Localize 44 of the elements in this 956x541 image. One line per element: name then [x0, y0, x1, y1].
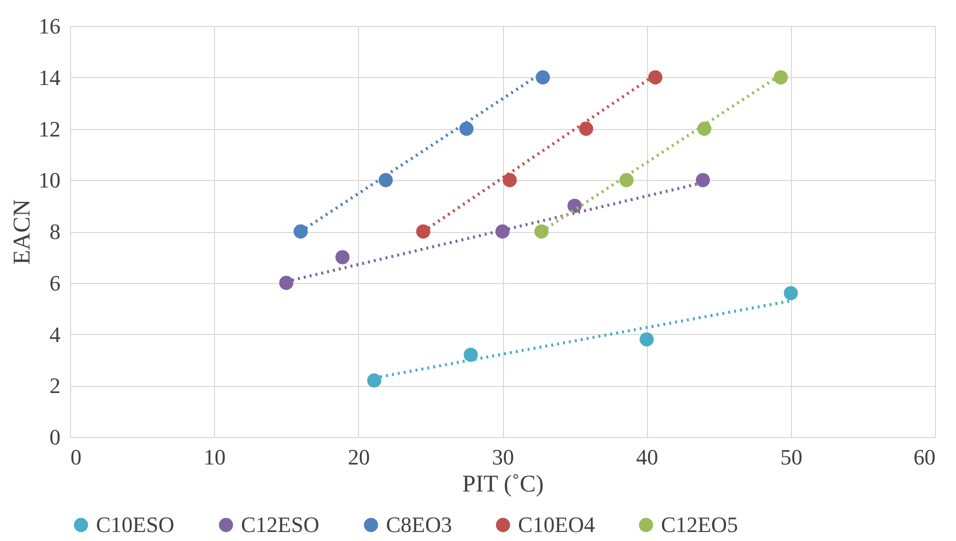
- y-tick-label: 0: [50, 424, 60, 450]
- point: [464, 348, 478, 362]
- legend-label: C10EO4: [518, 512, 595, 537]
- point: [579, 122, 594, 136]
- y-tick-label: 10: [38, 168, 60, 193]
- legend-label: C10ESO: [96, 512, 174, 537]
- y-tick-label: 6: [50, 270, 60, 296]
- point: [502, 173, 517, 188]
- point: [294, 224, 308, 239]
- point: [619, 173, 634, 188]
- point: [495, 224, 510, 239]
- x-tick-label: 0: [70, 444, 82, 470]
- point: [335, 250, 350, 264]
- point: [697, 122, 712, 136]
- point: [378, 173, 393, 188]
- x-tick-label: 40: [636, 444, 658, 470]
- point: [696, 173, 710, 188]
- point: [367, 373, 382, 388]
- point: [568, 198, 582, 213]
- x-axis-title: PIT (˚C): [462, 472, 544, 498]
- point: [648, 70, 662, 84]
- legend-label: C12EO5: [661, 512, 738, 537]
- point: [279, 276, 294, 290]
- point: [459, 122, 474, 136]
- x-tick-label: 30: [492, 444, 514, 470]
- y-axis-title: EACN: [10, 199, 36, 265]
- point: [774, 70, 788, 84]
- point: [536, 70, 550, 84]
- y-tick-label: 12: [38, 116, 60, 142]
- x-tick-label: 10: [204, 444, 226, 470]
- y-tick-label: 2: [50, 373, 60, 398]
- x-tick-label: 20: [348, 444, 370, 470]
- y-tick-label: 14: [38, 64, 60, 90]
- point: [534, 224, 548, 239]
- x-tick-label: 60: [914, 444, 936, 470]
- point: [416, 224, 430, 239]
- point: [640, 332, 654, 346]
- legend-label: C12ESO: [241, 512, 320, 537]
- y-tick-label: 16: [38, 14, 60, 38]
- y-tick-label: 4: [50, 322, 60, 347]
- y-tick-label: 8: [50, 219, 60, 244]
- x-tick-label: 50: [780, 444, 802, 470]
- legend-label: C8EO3: [386, 512, 452, 537]
- point: [784, 286, 798, 300]
